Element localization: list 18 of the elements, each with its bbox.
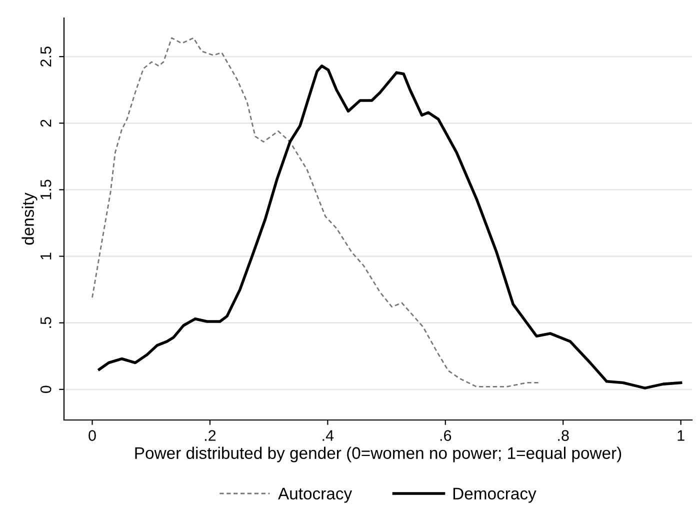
y-tick-label: .5 bbox=[40, 317, 52, 328]
y-tick-label: 1.5 bbox=[40, 180, 52, 200]
line-series bbox=[92, 37, 540, 388]
x-axis-title: Power distributed by gender (0=women no power; 1=equal power) bbox=[135, 446, 622, 462]
x-tick-label: 1 bbox=[678, 430, 684, 441]
legend-label: Democracy bbox=[453, 488, 536, 503]
x-tick-label: .4 bbox=[322, 430, 334, 441]
x-tick-label: 0 bbox=[88, 430, 96, 441]
x-tick-label: .8 bbox=[558, 430, 569, 441]
x-tick-label: .2 bbox=[204, 430, 216, 441]
x-tick-label: .6 bbox=[440, 430, 452, 441]
y-tick-label: 0 bbox=[40, 386, 52, 394]
y-tick-label: 1 bbox=[40, 252, 52, 260]
line-series bbox=[98, 64, 682, 390]
legend-label: Autocracy bbox=[278, 488, 352, 503]
y-tick-label: 2.5 bbox=[40, 46, 52, 66]
y-tick-label: 2 bbox=[40, 120, 52, 127]
y-axis-title: density bbox=[22, 192, 38, 245]
